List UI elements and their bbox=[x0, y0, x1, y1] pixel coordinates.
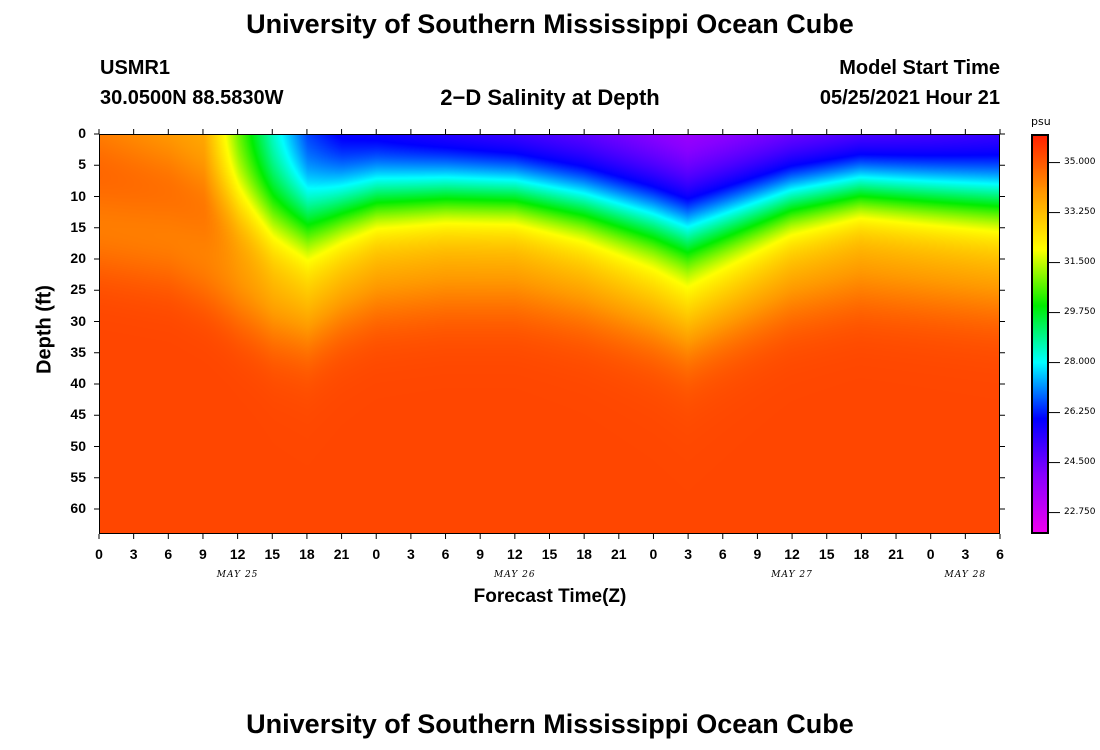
y-tick-label: 20 bbox=[70, 250, 86, 266]
y-tick-label: 60 bbox=[70, 500, 86, 516]
x-tick-label: 15 bbox=[541, 546, 558, 562]
day-label: MAY 26 bbox=[494, 570, 536, 580]
x-tick-label: 15 bbox=[818, 546, 835, 562]
chart-title-bottom: University of Southern Mississippi Ocean… bbox=[246, 709, 854, 739]
y-tick-label: 50 bbox=[70, 437, 86, 454]
x-tick-label: 12 bbox=[229, 546, 246, 562]
y-axis-label: Depth (ft) bbox=[33, 285, 56, 374]
x-tick-label: 9 bbox=[753, 546, 762, 562]
y-tick-label: 25 bbox=[70, 281, 86, 298]
y-tick-label: 35 bbox=[70, 343, 86, 360]
colorbar-tick-label: 24.500 bbox=[1064, 456, 1096, 467]
colorbar-tick-label: 29.750 bbox=[1064, 306, 1096, 317]
day-label: MAY 27 bbox=[771, 570, 813, 580]
x-tick-label: 21 bbox=[333, 546, 350, 562]
x-tick-label: 12 bbox=[507, 546, 523, 562]
x-tick-label: 3 bbox=[129, 546, 138, 562]
model-start-time: 05/25/2021 Hour 21 bbox=[819, 87, 1000, 109]
x-tick-label: 21 bbox=[888, 546, 904, 562]
day-label: MAY 25 bbox=[216, 570, 259, 580]
y-tick-label: 40 bbox=[70, 375, 86, 391]
chart-title-top: University of Southern Mississippi Ocean… bbox=[246, 9, 854, 39]
x-tick-label: 12 bbox=[784, 546, 800, 562]
colorbar-tick-label: 31.500 bbox=[1064, 256, 1096, 267]
day-label: MAY 28 bbox=[944, 570, 987, 580]
x-tick-label: 6 bbox=[441, 546, 450, 562]
x-tick-label: 18 bbox=[299, 546, 315, 562]
x-tick-label: 3 bbox=[961, 546, 970, 562]
y-tick-label: 10 bbox=[70, 187, 86, 204]
x-tick-label: 9 bbox=[199, 546, 207, 562]
colorbar bbox=[1031, 134, 1049, 534]
y-tick-label: 45 bbox=[70, 406, 86, 423]
y-tick-label: 55 bbox=[70, 468, 86, 485]
x-tick-label: 6 bbox=[996, 546, 1004, 562]
x-tick-label: 9 bbox=[476, 546, 485, 562]
x-tick-label: 0 bbox=[95, 546, 103, 562]
colorbar-tick-label: 22.750 bbox=[1064, 506, 1096, 517]
x-axis-label: Forecast Time(Z) bbox=[473, 586, 627, 607]
x-tick-label: 0 bbox=[372, 546, 381, 562]
heatmap-plot-area bbox=[99, 134, 1000, 534]
x-tick-label: 6 bbox=[718, 546, 727, 562]
colorbar-tick-label: 26.250 bbox=[1064, 406, 1096, 417]
plot-title: 2−D Salinity at Depth bbox=[440, 85, 660, 110]
salinity-heatmap bbox=[100, 135, 999, 533]
y-tick-label: 5 bbox=[78, 156, 86, 173]
y-tick-label: 0 bbox=[78, 125, 86, 141]
x-tick-label: 15 bbox=[264, 546, 281, 562]
model-start-label: Model Start Time bbox=[839, 57, 1000, 79]
station-coordinates: 30.0500N 88.5830W bbox=[100, 87, 284, 109]
x-tick-label: 3 bbox=[684, 546, 692, 562]
y-tick-label: 15 bbox=[70, 218, 86, 235]
colorbar-gradient bbox=[1033, 136, 1047, 532]
colorbar-tick-label: 35.000 bbox=[1064, 156, 1096, 167]
x-tick-label: 0 bbox=[926, 546, 935, 562]
x-tick-label: 18 bbox=[576, 546, 592, 562]
colorbar-tick-label: 33.250 bbox=[1064, 206, 1096, 217]
x-tick-label: 0 bbox=[649, 546, 658, 562]
colorbar-units: psu bbox=[1031, 115, 1051, 128]
y-tick-label: 30 bbox=[70, 312, 86, 329]
x-tick-label: 18 bbox=[853, 546, 870, 562]
x-tick-label: 21 bbox=[611, 546, 627, 562]
station-id: USMR1 bbox=[100, 57, 171, 79]
colorbar-tick-label: 28.000 bbox=[1064, 356, 1096, 367]
x-tick-label: 3 bbox=[406, 546, 415, 562]
x-tick-label: 6 bbox=[164, 546, 173, 562]
